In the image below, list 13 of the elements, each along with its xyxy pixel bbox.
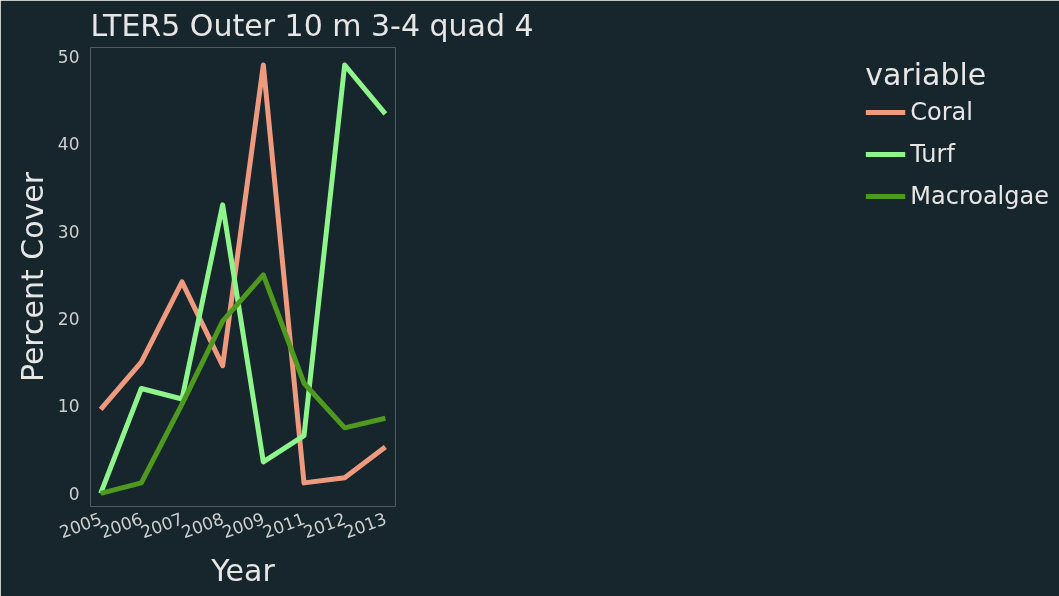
chart-title: LTER5 Outer 10 m 3-4 quad 4	[90, 7, 534, 43]
y-tick-label: 50	[57, 46, 80, 67]
x-axis-title: Year	[210, 552, 276, 588]
y-tick-label: 30	[57, 221, 80, 242]
y-tick-label: 0	[68, 483, 80, 504]
legend-title: variable	[865, 57, 988, 92]
y-tick-label: 10	[57, 396, 80, 417]
y-axis-title: Percent Cover	[14, 171, 50, 383]
y-tick-label: 40	[57, 134, 80, 155]
y-tick-label: 20	[57, 309, 80, 330]
legend-label: Turf	[910, 139, 955, 169]
legend-label: Macroalgae	[910, 181, 1049, 211]
legend-label: Coral	[910, 97, 973, 127]
